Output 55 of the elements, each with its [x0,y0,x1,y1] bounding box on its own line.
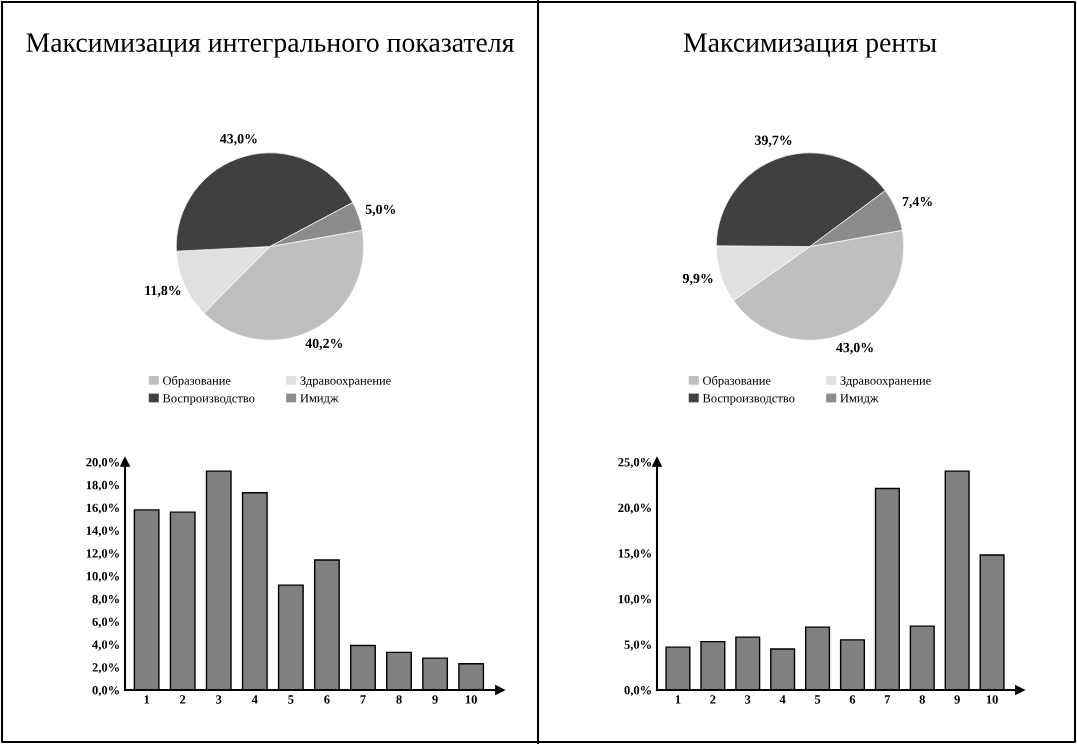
legend-label: Здравоохранение [840,376,931,388]
data-label: 11,8% [145,285,181,298]
legend-label: Воспроизводство [162,394,255,406]
y-tick-label: 25,0% [618,458,651,469]
x-tick-label: 7 [884,695,891,704]
x-tick-label: 2 [710,695,716,704]
legend-label: Здравоохранение [300,376,391,388]
x-tick-label: 3 [216,695,222,704]
y-tick-label: 0,0% [624,686,651,697]
x-tick-label: 1 [675,695,681,704]
x-tick-label: 7 [360,695,366,704]
x-tick-label: 10 [465,695,477,704]
x-tick-label: 4 [251,695,258,704]
legend-label: Имидж [840,394,879,405]
x-tick-label: 10 [986,695,998,704]
y-tick-label: 10,0% [618,594,651,606]
x-tick-label: 3 [745,695,751,704]
x-tick-label: 9 [954,695,960,704]
data-label: 5,0% [365,204,396,217]
y-tick-label: 2,0% [92,663,119,674]
x-tick-label: 6 [849,695,856,704]
x-tick-label: 5 [288,695,294,704]
y-tick-label: 5,0% [624,640,651,651]
legend-label: Образование [163,375,231,388]
x-tick-label: 9 [432,695,438,704]
data-label: 43,0% [836,342,873,355]
y-tick-label: 10,0% [86,572,119,583]
x-tick-label: 8 [919,695,925,704]
y-tick-label: 16,0% [86,503,119,514]
legend-label: Воспроизводство [702,394,795,406]
legend-label: Имидж [300,394,339,405]
y-tick-label: 20,0% [618,503,651,514]
data-label: 40,2% [305,338,343,351]
x-tick-label: 8 [396,695,402,704]
x-tick-label: 6 [324,695,330,704]
legend-label: Образование [703,375,771,388]
y-tick-label: 12,0% [86,549,119,560]
y-tick-label: 8,0% [92,594,119,606]
chart-title: Максимизация интегрального показателя [26,33,514,58]
y-tick-label: 6,0% [92,617,119,628]
data-label: 9,9% [682,273,713,286]
y-tick-label: 0,0% [92,686,119,697]
data-label: 7,4% [902,196,932,209]
x-tick-label: 1 [144,695,150,704]
chart-title: Максимизация ренты [683,33,937,58]
y-tick-label: 20,0% [86,458,119,469]
data-label: 43,0% [219,134,257,146]
y-tick-label: 4,0% [92,640,119,651]
x-tick-label: 2 [180,695,186,704]
y-tick-label: 14,0% [86,526,119,537]
x-tick-label: 4 [779,695,786,704]
x-tick-label: 5 [814,695,821,704]
y-tick-label: 18,0% [86,480,119,492]
y-tick-label: 15,0% [618,549,651,560]
data-label: 39,7% [755,135,792,147]
